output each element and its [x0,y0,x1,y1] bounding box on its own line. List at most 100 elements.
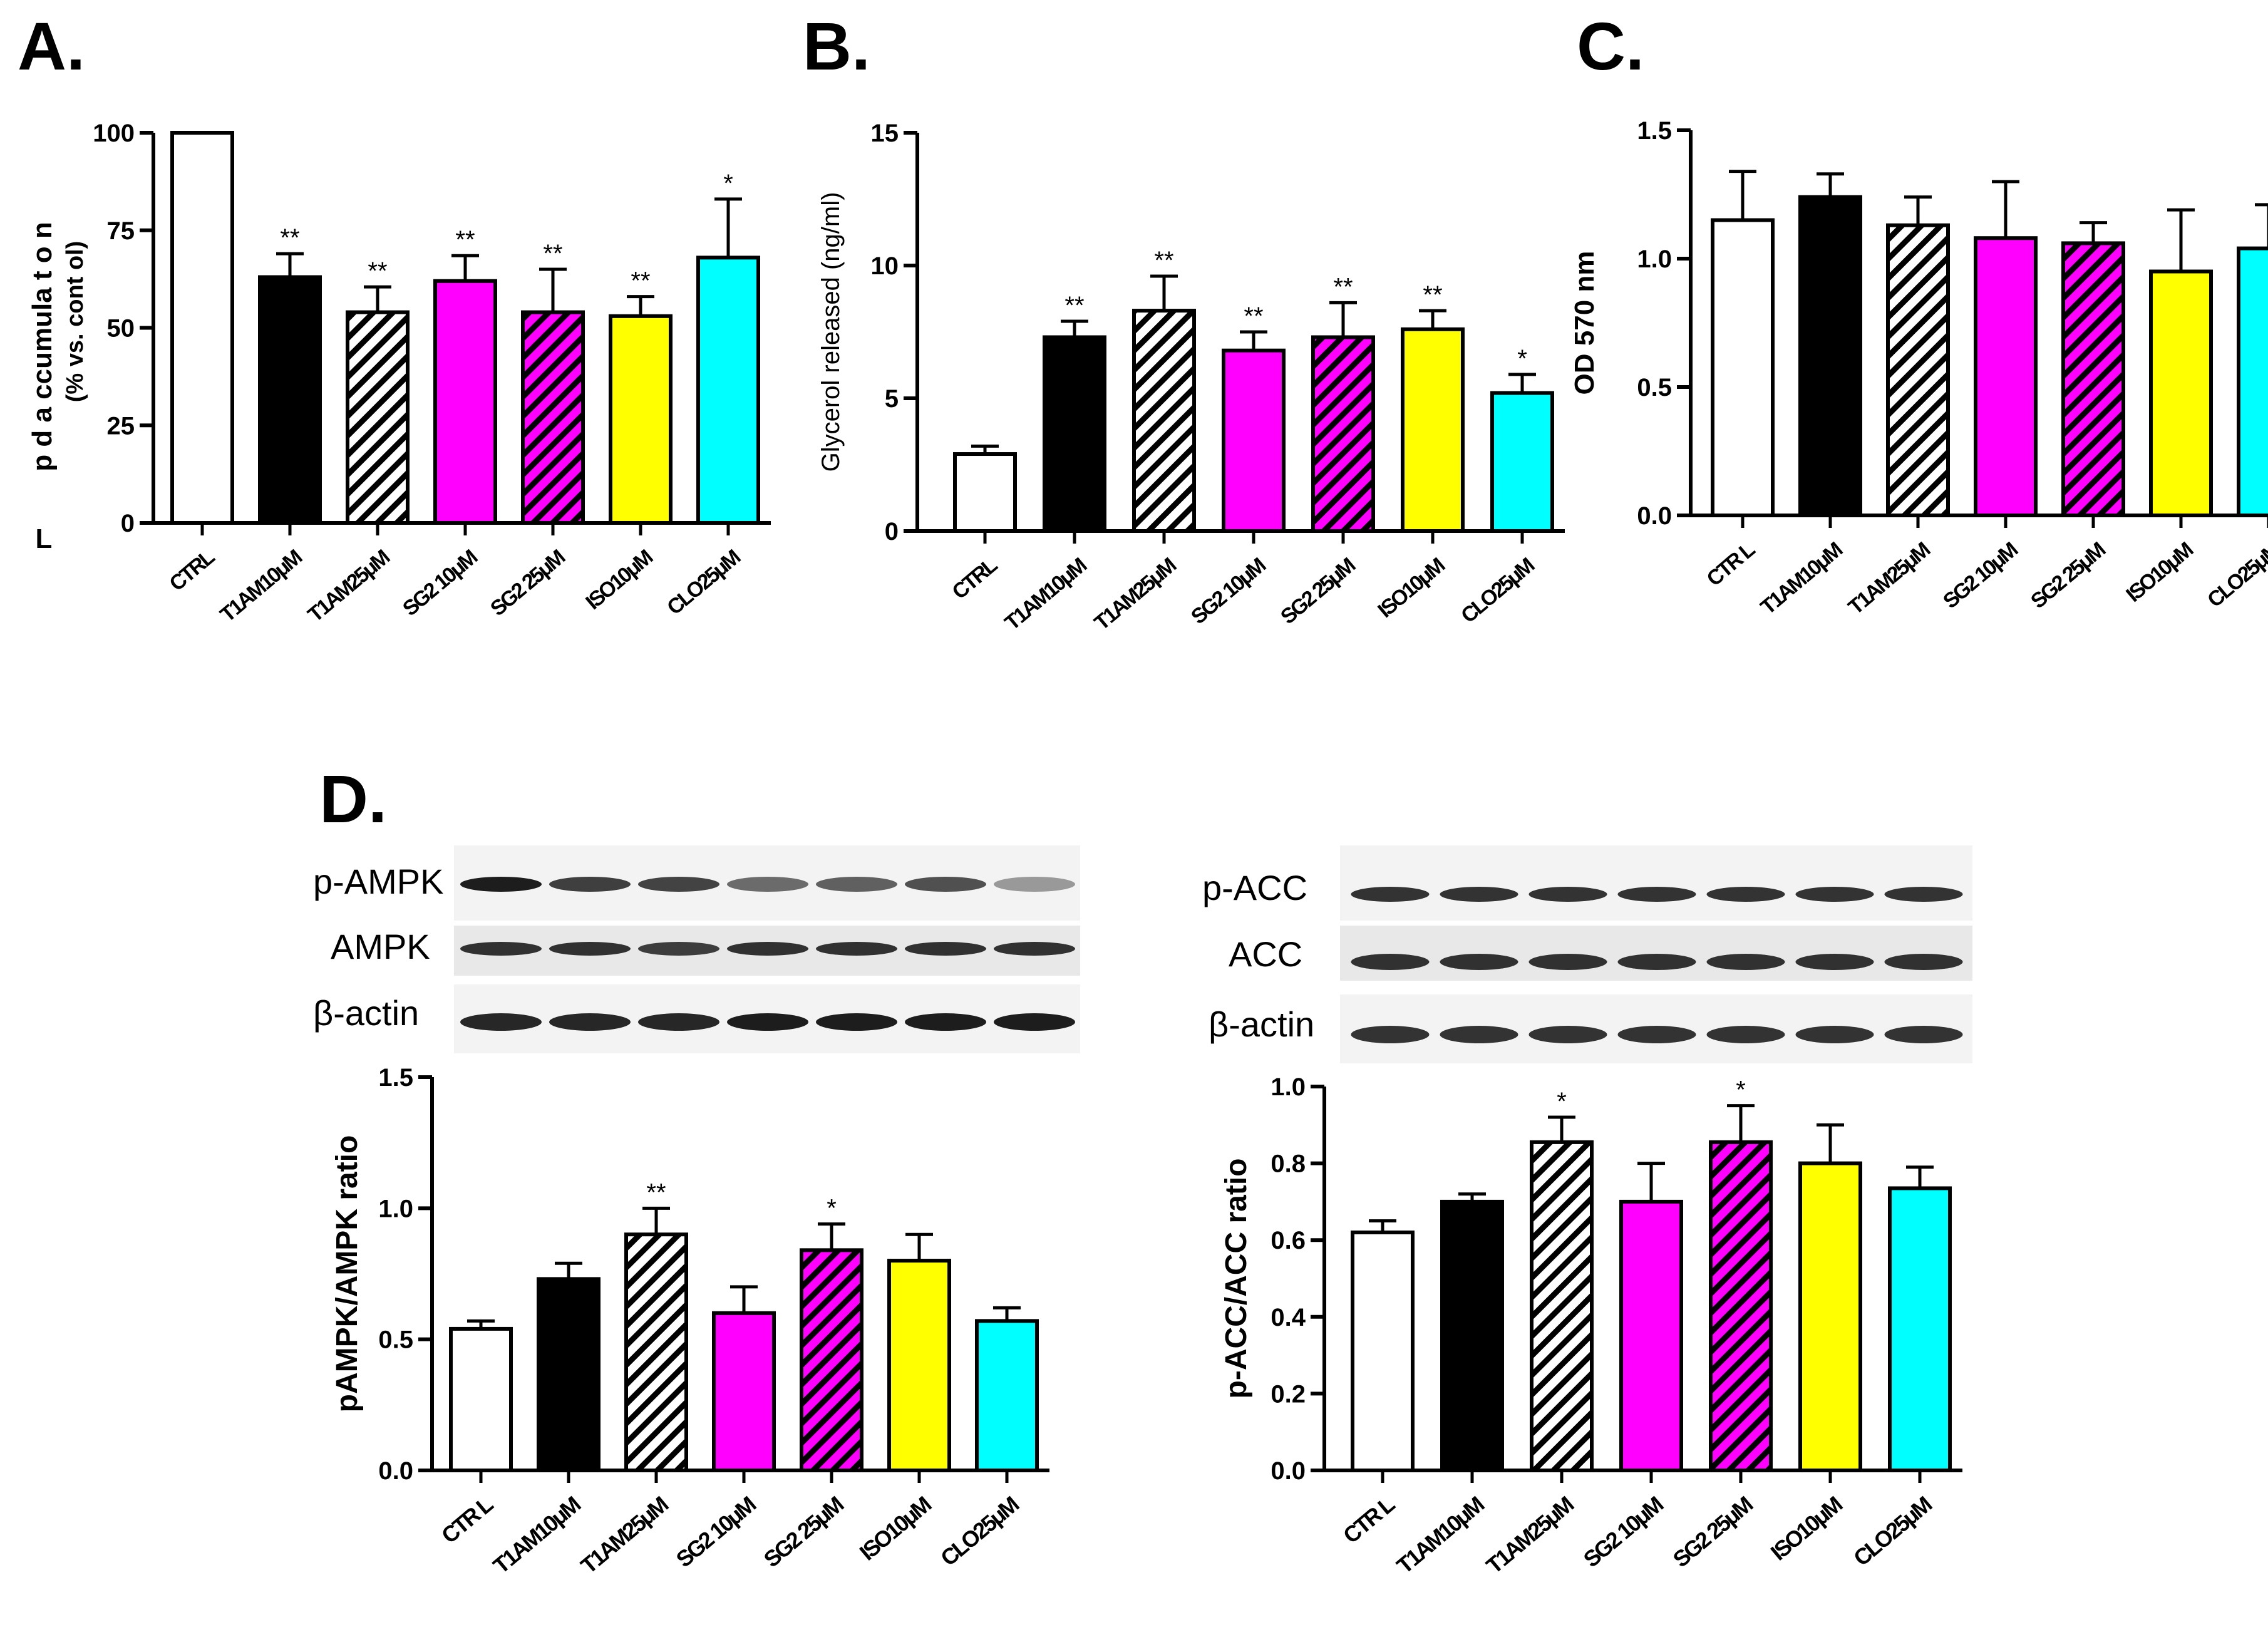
y-tick-label: 0.5 [1637,374,1672,401]
blot-band [460,942,542,956]
significance-mark: * [1557,1088,1567,1115]
blot-band [816,1013,897,1031]
bar [1440,1199,1504,1473]
blot-band [816,942,897,956]
blot-band [1706,954,1785,970]
significance-mark: ** [280,224,299,252]
bar [1619,1199,1683,1473]
category-label: CLO25μM [1848,1492,1936,1571]
y-axis-label: OD 570 nm [1569,251,1600,395]
category-label: CTR L [436,1491,498,1548]
blot-band [1528,887,1607,902]
panel-letter-b: B. [803,8,870,84]
y-tick-label: 1.0 [1271,1073,1306,1101]
category-label: T1AM10μM [488,1492,585,1579]
bar [170,131,234,525]
bar [696,256,760,525]
significance-mark: * [827,1194,837,1222]
category-label: T1AM25μM [576,1492,673,1579]
category-label: CLO25μM [936,1492,1023,1571]
chart-c: 0.0 0.5 1.0 1.5 OD 570 nm CTR LT1AM10μMT1AM25… [1569,117,2268,619]
category-label: SG2 10μM [671,1492,760,1572]
category-label: T1AM10μM [1392,1492,1488,1579]
y-tick-label: 0.5 [378,1326,413,1354]
y-tick-label: 0.0 [1271,1457,1306,1485]
blot-band [1617,887,1696,902]
blot-band [905,1013,986,1031]
category-label: CLO25μM [1456,554,1539,628]
panel-letter-c: C. [1577,8,1644,84]
bar [800,1248,863,1472]
significance-mark: * [723,170,733,197]
bar [433,279,497,525]
bar [887,1259,951,1472]
blot-band [1706,887,1785,902]
category-label: SG2 10μM [1939,538,2022,613]
y-tick-label: 1.0 [1637,245,1672,273]
y-tick-label: 25 [107,412,135,440]
chart-b: 0 5 10 15 Glycerol released (ng/ml) CTRL ** T1A… [817,120,1565,635]
significance-mark: ** [543,240,562,267]
y-axis-label: p-ACC/ACC ratio [1220,1159,1253,1399]
blot-bands-acc [1351,887,1963,1043]
category-label: ISO10μM [1766,1492,1847,1566]
bar [521,310,585,525]
category-label: SG2 25μM [1276,554,1359,629]
category-label: SG2 10μM [1187,554,1270,629]
blot-band [727,942,808,956]
significance-mark: ** [1064,292,1084,319]
category-label: SG2 10μM [1579,1492,1667,1572]
blot-band [1351,954,1430,970]
y-tick-label: 15 [871,120,899,147]
blot-band [1440,1026,1518,1043]
category-label: SG2 25μM [486,545,569,621]
blot-band [1795,954,1874,970]
blot-band [460,1013,542,1031]
bar [1798,1161,1862,1472]
y-tick-label: 1.5 [378,1064,413,1092]
category-label: ISO10μM [2121,538,2197,607]
bar [2237,246,2268,517]
blot-band [994,942,1075,956]
significance-mark: ** [1423,281,1442,309]
category-label: ISO10μM [1373,554,1449,622]
category-label: SG2 25μM [2026,538,2110,613]
bar [1351,1230,1415,1472]
blot-band [994,877,1075,892]
blot-band [1884,887,1963,902]
panel-letter-d: D. [319,761,387,837]
significance-mark: ** [455,226,475,254]
category-label: CLO25μM [662,545,745,620]
blot-strip-acc [1340,926,1972,981]
blot-band [1351,1026,1430,1043]
significance-mark: ** [368,257,387,285]
blot-band [549,1013,631,1031]
significance-mark: * [1736,1077,1746,1104]
y-tick-label: 1.0 [378,1195,413,1222]
bar [1530,1140,1594,1472]
blot-band [727,877,808,892]
category-label: T1AM25μM [1844,538,1935,619]
category-label: CLO25μM [2203,538,2268,612]
bar [953,452,1017,533]
blot-band [1706,1026,1785,1043]
y-axis-label-part: p d a ccumula t o n [27,222,58,472]
bar [1888,1186,1952,1472]
blot-label-beta-actin-left: β-actin [313,993,420,1033]
blot-band [1528,1026,1607,1043]
blot-band [1528,954,1607,970]
bar [258,275,322,525]
category-label: T1AM25μM [1090,554,1181,635]
significance-mark: ** [631,267,650,295]
bar [1798,195,1862,517]
y-tick-label: 0.4 [1271,1304,1306,1331]
category-label: ISO10μM [581,545,657,614]
blot-band [727,1013,808,1031]
bar [1974,236,2038,517]
blot-label-acc: ACC [1229,934,1303,974]
bar [449,1326,513,1472]
y-tick-label: 0 [885,518,899,545]
blot-band [549,942,631,956]
y-tick-label: 50 [107,315,135,343]
